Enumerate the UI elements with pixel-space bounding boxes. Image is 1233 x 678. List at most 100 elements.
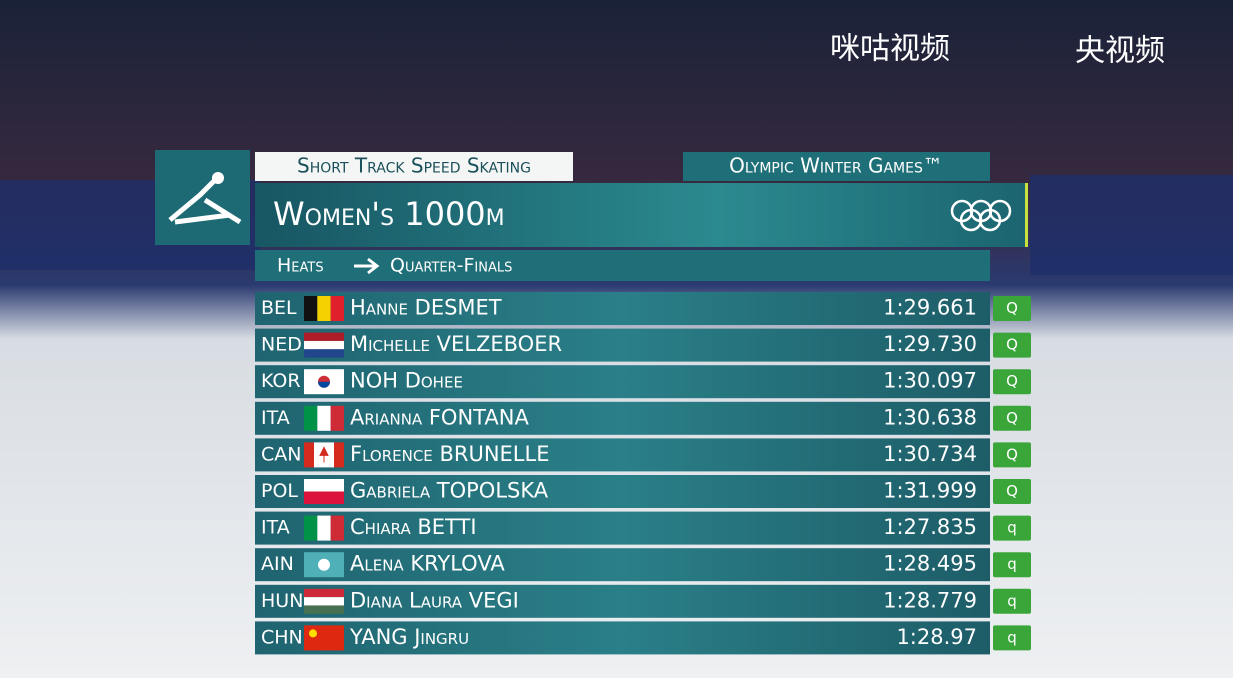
noc-code: AIN (261, 553, 294, 575)
flag-stripe (330, 515, 344, 541)
noc-code: HUN (261, 590, 303, 612)
result-row (255, 401, 990, 435)
event-title: Women's 1000m (273, 195, 505, 233)
sport-tab (255, 152, 573, 181)
qual-mark: q (1007, 519, 1017, 537)
qual-mark: Q (1006, 336, 1018, 354)
flag-stripe (304, 491, 344, 504)
qual-box (993, 625, 1031, 651)
noc-code: CHN (261, 626, 303, 648)
result-time: 1:30.097 (883, 369, 977, 393)
flag-stripe (304, 515, 318, 541)
flag-stripe (304, 332, 344, 341)
qual-box (993, 552, 1031, 578)
flag-emblem (319, 446, 329, 463)
flag-emblem (318, 558, 330, 571)
result-row (255, 292, 990, 325)
qual-mark: q (1007, 592, 1017, 610)
qual-mark: Q (1006, 482, 1018, 500)
skater-icon (168, 178, 242, 225)
athlete-name: Arianna FONTANA (350, 405, 529, 429)
result-time: 1:30.638 (883, 405, 977, 429)
qual-mark: Q (1006, 299, 1018, 317)
watermark-cctv: 央视频 (1075, 34, 1165, 69)
qual-mark: q (1007, 555, 1017, 573)
flag-emblem (309, 629, 317, 638)
sport-name: Short Track Speed Skating (297, 154, 531, 178)
flag-stripe (330, 296, 344, 321)
qual-box (993, 515, 1031, 541)
noc-code: ITA (261, 517, 290, 539)
result-row (255, 328, 990, 362)
athlete-name: Hanne DESMET (350, 296, 502, 320)
noc-code: KOR (261, 370, 301, 392)
result-time: 1:30.734 (883, 442, 977, 466)
athlete-name: Alena KRYLOVA (350, 552, 505, 576)
games-tab (683, 152, 990, 181)
athlete-name: Gabriela TOPOLSKA (350, 479, 549, 503)
qual-mark: Q (1006, 445, 1018, 463)
sport-icon-box (155, 150, 250, 245)
result-row (255, 584, 990, 618)
qual-mark: Q (1006, 372, 1018, 390)
result-time: 1:27.835 (883, 515, 977, 539)
athlete-name: NOH Dohee (350, 369, 463, 393)
skater-head (212, 172, 224, 184)
qual-mark: Q (1006, 409, 1018, 427)
athlete-name: Diana Laura VEGI (350, 588, 519, 612)
qual-box (993, 369, 1031, 395)
games-name: Olympic Winter Games™ (729, 154, 943, 178)
flag-stripe (304, 340, 344, 350)
title-accent (1025, 183, 1028, 247)
flag-stripe (304, 625, 344, 651)
qual-box (993, 405, 1031, 431)
olympic-rings (950, 199, 1012, 232)
phase-arrow (354, 257, 380, 275)
result-row (255, 548, 990, 582)
flag-emblem (318, 381, 330, 388)
result-row (255, 621, 990, 655)
arena-wall (1030, 175, 1233, 275)
athlete-name: YANG Jingru (349, 625, 469, 649)
athlete-name: Florence BRUNELLE (350, 442, 549, 466)
result-row (255, 511, 990, 545)
flag-stripe (304, 597, 344, 606)
qual-box (993, 442, 1031, 468)
flag-stripe (304, 405, 318, 431)
noc-code: CAN (261, 443, 301, 465)
flag-stripe (304, 442, 314, 468)
title-bar (255, 183, 1028, 247)
noc-code: NED (261, 334, 302, 356)
flag-stripe (317, 405, 331, 431)
flag-stripe (317, 296, 331, 321)
athlete-name: Michelle VELZEBOER (350, 332, 562, 356)
noc-code: ITA (261, 407, 290, 429)
result-time: 1:28.97 (896, 625, 977, 649)
result-time: 1:31.999 (883, 479, 977, 503)
qual-mark: q (1007, 628, 1017, 646)
noc-code: BEL (261, 297, 297, 319)
flag-stripe (304, 479, 344, 492)
flag-stripe (304, 605, 344, 614)
flag-stripe (304, 349, 344, 358)
result-time: 1:29.661 (883, 296, 977, 320)
qual-box (993, 588, 1031, 614)
flag-stripe (330, 405, 344, 431)
flag-stripe (304, 296, 318, 321)
watermark-migu: 咪咕视频 (830, 32, 950, 67)
flag-stripe (334, 442, 344, 468)
result-row (255, 365, 990, 399)
result-row (255, 438, 990, 472)
phase-to: Quarter-Finals (390, 255, 512, 277)
noc-code: POL (261, 480, 298, 502)
result-time: 1:28.495 (883, 552, 977, 576)
qual-box (993, 479, 1031, 504)
qual-box (993, 296, 1031, 321)
result-row (255, 475, 990, 508)
result-time: 1:29.730 (883, 332, 977, 356)
result-time: 1:28.779 (883, 588, 977, 612)
flag-stripe (317, 515, 331, 541)
phase-from: Heats (277, 255, 324, 277)
qual-box (993, 332, 1031, 358)
